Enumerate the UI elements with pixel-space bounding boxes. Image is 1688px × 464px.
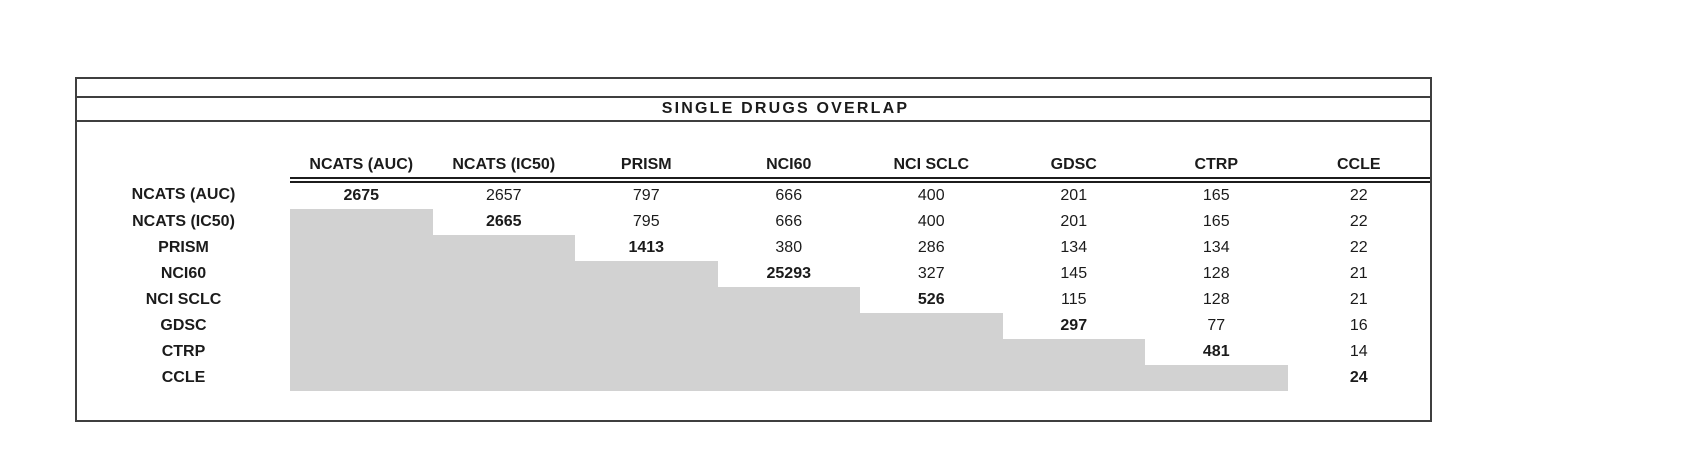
matrix-cell: 797 (632, 187, 660, 204)
matrix-cell: 795 (632, 213, 660, 230)
shaded-cell (290, 339, 433, 365)
matrix-cell: 25293 (766, 265, 812, 282)
shaded-cell (290, 261, 433, 287)
shaded-cell (717, 339, 860, 365)
matrix-cell: 14 (1349, 343, 1368, 360)
shaded-cell (717, 313, 860, 339)
shaded-cell (1002, 365, 1145, 391)
shaded-cell (717, 287, 860, 313)
matrix-cell: 21 (1349, 291, 1368, 308)
matrix-cell: 286 (917, 239, 945, 256)
matrix-body: NCATS (AUC) 2675 2657 797 666 400 201 165 22 NCAT… (77, 180, 1430, 391)
column-header: CTRP (1145, 142, 1288, 183)
shaded-cell (432, 339, 575, 365)
column-header: PRISM (575, 142, 718, 183)
column-header: NCI SCLC (860, 142, 1003, 183)
top-spacer-row (77, 79, 1430, 98)
matrix-cell: 115 (1060, 291, 1087, 308)
single-drugs-overlap-panel: SINGLE DRUGS OVERLAP NCATS (AUC) NCATS (I… (75, 77, 1432, 422)
matrix-cell: 666 (775, 213, 803, 230)
header-row: NCATS (AUC) NCATS (IC50) PRISM NCI60 NCI SCL… (77, 142, 1430, 183)
table-row: NCI SCLC 526 115 128 21 (77, 287, 1430, 313)
matrix-cell: 400 (917, 187, 945, 204)
matrix-cell: 666 (775, 187, 803, 204)
row-label: PRISM (158, 239, 209, 256)
matrix-cell: 400 (917, 213, 945, 230)
matrix-table-wrap: NCATS (AUC) NCATS (IC50) PRISM NCI60 NCI SCL… (77, 142, 1430, 391)
matrix-cell: 77 (1207, 317, 1226, 334)
matrix-cell: 165 (1202, 213, 1230, 230)
matrix-cell: 2665 (485, 213, 522, 230)
shaded-cell (290, 313, 433, 339)
shaded-cell (432, 313, 575, 339)
matrix-cell: 128 (1202, 265, 1230, 282)
corner-cell (77, 142, 290, 180)
matrix-cell: 22 (1349, 239, 1368, 256)
shaded-cell (1002, 339, 1145, 365)
matrix-cell: 380 (775, 239, 803, 256)
row-label: NCATS (IC50) (132, 213, 235, 230)
shaded-cell (575, 287, 718, 313)
row-label: CCLE (161, 369, 206, 386)
matrix-cell: 2657 (485, 187, 522, 204)
matrix-cell: 201 (1060, 213, 1088, 230)
column-header: CCLE (1287, 142, 1430, 183)
matrix-cell: 22 (1349, 187, 1368, 204)
row-label: NCI60 (160, 265, 207, 282)
matrix-cell: 201 (1060, 187, 1088, 204)
table-row: NCI60 25293 327 145 128 21 (77, 261, 1430, 287)
column-header: NCI60 (717, 142, 860, 183)
matrix-cell: 1413 (628, 239, 665, 256)
shaded-cell (575, 365, 718, 391)
shaded-cell (575, 261, 718, 287)
matrix-cell: 134 (1202, 239, 1230, 256)
matrix-header: NCATS (AUC) NCATS (IC50) PRISM NCI60 NCI SCL… (77, 142, 1430, 183)
column-header: GDSC (1002, 142, 1145, 183)
table-row: NCATS (IC50) 2665 795 666 400 201 165 22 (77, 209, 1430, 235)
matrix-cell: 481 (1202, 343, 1230, 360)
matrix-cell: 2675 (343, 187, 380, 204)
matrix-cell: 327 (917, 265, 945, 282)
shaded-cell (1145, 365, 1288, 391)
shaded-cell (290, 209, 433, 235)
shaded-cell (860, 339, 1003, 365)
matrix-cell: 16 (1349, 317, 1368, 334)
column-header: NCATS (AUC) (290, 142, 433, 183)
row-label: NCI SCLC (145, 291, 222, 308)
shaded-cell (860, 313, 1003, 339)
table-title: SINGLE DRUGS OVERLAP (77, 98, 1430, 122)
matrix-cell: 24 (1349, 369, 1368, 386)
shaded-cell (290, 287, 433, 313)
matrix-cell: 134 (1060, 239, 1088, 256)
shaded-cell (290, 365, 433, 391)
matrix-cell: 128 (1202, 291, 1230, 308)
shaded-cell (432, 235, 575, 261)
table-row: PRISM 1413 380 286 134 134 22 (77, 235, 1430, 261)
shaded-cell (432, 287, 575, 313)
shaded-cell (860, 365, 1003, 391)
shaded-cell (432, 261, 575, 287)
shaded-cell (290, 235, 433, 261)
row-label: NCATS (AUC) (131, 185, 236, 203)
shaded-cell (717, 365, 860, 391)
column-header: NCATS (IC50) (432, 142, 575, 183)
table-row: GDSC 297 77 16 (77, 313, 1430, 339)
shaded-cell (575, 339, 718, 365)
table-row: CCLE 24 (77, 365, 1430, 391)
matrix-cell: 21 (1349, 265, 1368, 282)
table-row: NCATS (AUC) 2675 2657 797 666 400 201 165 22 (77, 180, 1430, 209)
shaded-cell (432, 365, 575, 391)
matrix-cell: 297 (1060, 317, 1088, 334)
row-label: CTRP (161, 343, 206, 360)
matrix-cell: 22 (1349, 213, 1368, 230)
table-row: CTRP 481 14 (77, 339, 1430, 365)
overlap-matrix-table: NCATS (AUC) NCATS (IC50) PRISM NCI60 NCI SCL… (77, 142, 1430, 391)
shaded-cell (575, 313, 718, 339)
matrix-cell: 526 (917, 291, 945, 308)
matrix-cell: 145 (1060, 265, 1088, 282)
matrix-cell: 165 (1202, 187, 1230, 204)
row-label: GDSC (160, 317, 207, 334)
